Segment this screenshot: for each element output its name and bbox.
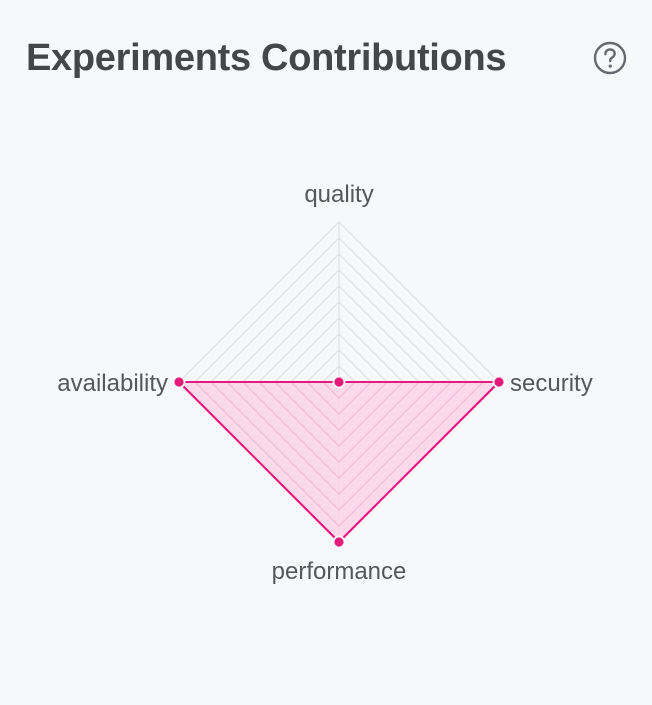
- grid-ring-overlay: [306, 382, 372, 415]
- data-point-performance[interactable]: [332, 535, 346, 549]
- axis-label-quality: quality: [304, 181, 373, 208]
- grid-ring-overlay: [210, 382, 468, 511]
- radar-axis-labels: quality security performance availability: [57, 181, 592, 585]
- radar-series: [172, 375, 506, 549]
- data-point-quality[interactable]: [332, 375, 346, 389]
- axis-label-security: security: [510, 370, 593, 397]
- grid-ring-overlay: [274, 382, 404, 447]
- grid-ring-overlay: [242, 382, 436, 479]
- grid-ring-overlay: [322, 382, 356, 399]
- data-point-security[interactable]: [492, 375, 506, 389]
- panel-header: Experiments Contributions: [26, 30, 627, 86]
- data-point-availability[interactable]: [172, 375, 186, 389]
- axis-label-performance: performance: [272, 558, 407, 585]
- question-circle-icon: [593, 41, 627, 75]
- grid-ring-overlay: [226, 382, 452, 495]
- grid-ring-overlay: [290, 382, 388, 431]
- panel-title: Experiments Contributions: [26, 36, 507, 79]
- grid-ring-overlay: [194, 382, 484, 527]
- help-button[interactable]: [593, 41, 627, 75]
- axis-label-availability: availability: [57, 370, 168, 397]
- grid-ring-overlay: [258, 382, 420, 463]
